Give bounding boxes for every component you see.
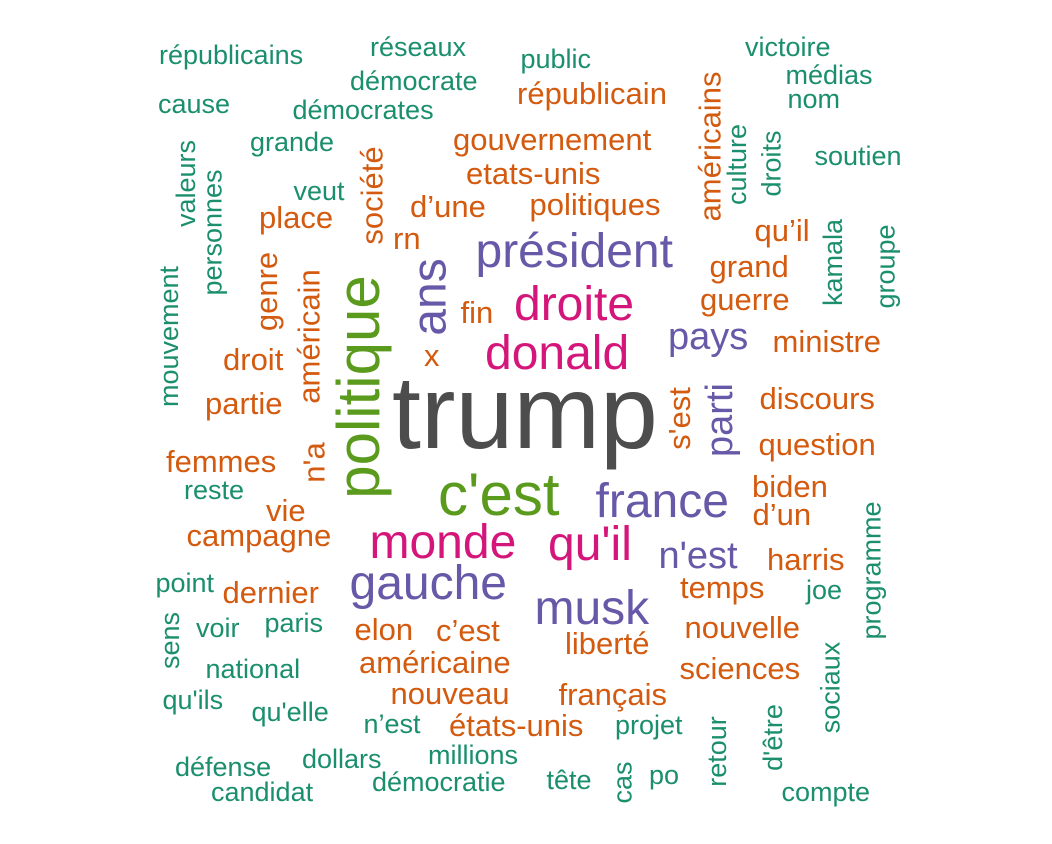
word-donald: donald xyxy=(485,327,630,380)
word-droits: droits xyxy=(756,129,787,197)
word-paris: paris xyxy=(264,607,324,638)
word-trump: trump xyxy=(392,355,658,471)
word-democrate: démocrate xyxy=(350,65,478,96)
word-qu-il: qu'il xyxy=(548,518,632,571)
word-republicain: républicain xyxy=(517,75,667,111)
word-liberte: liberté xyxy=(565,625,650,661)
word-biden: biden xyxy=(752,468,828,504)
word-national: national xyxy=(205,653,301,684)
word-sens: sens xyxy=(154,611,185,669)
word-grande: grande xyxy=(250,126,335,157)
word-pays: pays xyxy=(668,316,749,358)
word-culture: culture xyxy=(721,123,752,205)
word-defense: défense xyxy=(175,751,272,782)
word-france: france xyxy=(595,475,729,528)
word-d-une: d’une xyxy=(410,188,486,224)
word-veut: veut xyxy=(293,175,345,206)
word-politique: politique xyxy=(324,275,392,499)
word-c-est: c'est xyxy=(438,461,560,528)
word-rn: rn xyxy=(393,220,421,256)
word-francais: français xyxy=(558,676,668,712)
word-point: point xyxy=(155,567,215,598)
word-americains: américains xyxy=(692,71,728,221)
word-grand: grand xyxy=(709,248,789,284)
word-n-est: n’est xyxy=(363,708,421,739)
word-fin: fin xyxy=(460,294,494,330)
word-valeurs: valeurs xyxy=(170,139,201,227)
word-gauche: gauche xyxy=(349,557,507,610)
word-mouvement: mouvement xyxy=(153,265,184,407)
word-president: président xyxy=(475,225,673,278)
word-place: place xyxy=(259,199,334,235)
word-nom: nom xyxy=(787,83,841,114)
word-reste: reste xyxy=(184,474,245,505)
word-discours: discours xyxy=(759,380,875,416)
word-dernier: dernier xyxy=(222,574,320,610)
word-public: public xyxy=(520,43,592,74)
word-nouveau: nouveau xyxy=(390,675,510,711)
word-nouvelle: nouvelle xyxy=(684,609,800,645)
word-partie: partie xyxy=(205,385,283,421)
word-medias: médias xyxy=(785,59,873,90)
word-programme: programme xyxy=(856,500,887,640)
word-qu-elle: qu'elle xyxy=(251,696,329,727)
word-d-etre: d'être xyxy=(757,703,788,771)
word-retour: retour xyxy=(701,715,732,787)
word-ans: ans xyxy=(403,258,457,336)
word-temps: temps xyxy=(680,569,765,605)
word-americain: américain xyxy=(291,268,327,404)
word-kamala: kamala xyxy=(817,218,848,306)
word-sciences: sciences xyxy=(679,650,801,686)
word-dollars: dollars xyxy=(302,743,382,774)
word-d-un: d’un xyxy=(752,496,812,532)
word-societe: société xyxy=(354,145,390,245)
word-candidat: candidat xyxy=(211,776,314,807)
word-voir: voir xyxy=(196,612,240,643)
word-femmes: femmes xyxy=(166,443,277,479)
word-genre: genre xyxy=(248,251,284,331)
word-s-est: s'est xyxy=(661,386,697,450)
word-personnes: personnes xyxy=(197,168,228,296)
word-cause: cause xyxy=(158,88,231,119)
word-po: po xyxy=(649,759,680,790)
word-c-est: c’est xyxy=(436,612,500,648)
word-droit: droit xyxy=(223,341,284,377)
word-musk: musk xyxy=(534,582,650,635)
word-etats-unis: etats-unis xyxy=(466,155,601,191)
word-victoire: victoire xyxy=(745,31,831,62)
word-americaine: américaine xyxy=(359,644,511,680)
word-qu-ils: qu'ils xyxy=(162,684,224,715)
word-projet: projet xyxy=(615,709,683,740)
word-harris: harris xyxy=(767,541,845,577)
word-tete: tête xyxy=(546,764,592,795)
word-groupe: groupe xyxy=(870,223,901,309)
word-sociaux: sociaux xyxy=(815,641,846,733)
word-qu-il: qu’il xyxy=(754,212,810,248)
word-republicains: républicains xyxy=(159,39,304,70)
word-compte: compte xyxy=(781,776,871,807)
word-democrates: démocrates xyxy=(292,94,434,125)
word-vie: vie xyxy=(266,492,306,528)
word-n-est: n'est xyxy=(658,535,738,577)
word-millions: millions xyxy=(428,739,519,770)
word-cas: cas xyxy=(607,760,638,804)
word-ministre: ministre xyxy=(772,323,882,359)
word-monde: monde xyxy=(369,516,517,569)
word-reseaux: réseaux xyxy=(370,31,467,62)
word-etats-unis: états-unis xyxy=(449,707,584,743)
word-n-a: n'a xyxy=(296,441,332,483)
word-parti: parti xyxy=(698,383,741,457)
word-politiques: politiques xyxy=(529,186,661,222)
word-joe: joe xyxy=(806,574,843,605)
word-elon: elon xyxy=(354,611,414,647)
word-x: x xyxy=(424,337,440,373)
word-guerre: guerre xyxy=(700,281,790,317)
word-droite: droite xyxy=(514,278,635,331)
word-gouvernement: gouvernement xyxy=(453,121,652,157)
word-democratie: démocratie xyxy=(372,766,506,797)
word-question: question xyxy=(758,426,876,462)
word-campagne: campagne xyxy=(186,517,332,553)
word-soutien: soutien xyxy=(814,140,902,171)
